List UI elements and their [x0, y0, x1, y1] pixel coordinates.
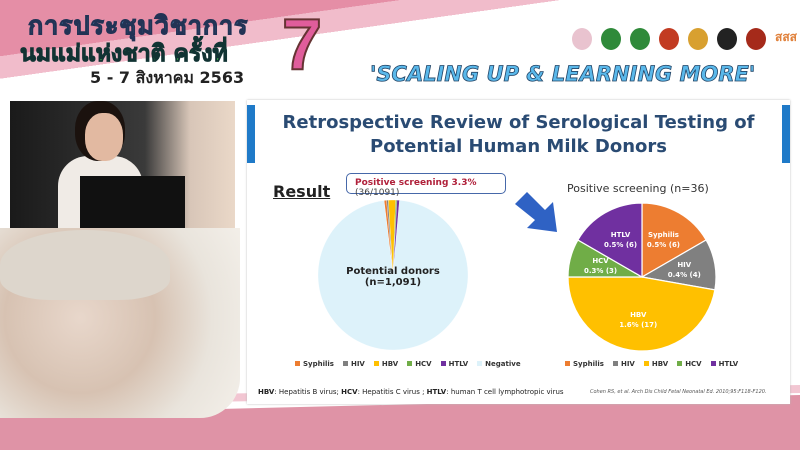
slice-label: HTLV 0.5% (6)	[603, 230, 638, 249]
right-pie-title: Positive screening (n=36)	[567, 182, 709, 195]
logo-7	[746, 28, 766, 50]
logo-4	[659, 28, 679, 50]
logo-sss: สสส	[775, 30, 797, 44]
left-pie-label-1: Potential donors	[346, 266, 440, 277]
slice-label: HBV 1.6% (17)	[619, 310, 658, 329]
slogan: 'SCALING UP & LEARNING MORE'	[370, 62, 756, 87]
pie-slice-negative	[317, 200, 469, 351]
conference-number: 7	[281, 4, 323, 86]
legend-item: HBV	[373, 360, 398, 368]
logo-6	[717, 28, 737, 50]
arrow-icon	[515, 192, 557, 232]
footnote-text: : human T cell lymphotropic virus	[446, 388, 564, 396]
slide-title-line1: Retrospective Review of Serological Test…	[282, 112, 755, 133]
legend-item: HIV	[612, 360, 635, 368]
footnote-abbr: HCV	[341, 388, 358, 396]
legend-item: HTLV	[710, 360, 738, 368]
logo-2	[601, 28, 621, 50]
conference-title-line1: การประชุมวิชาการ	[27, 11, 249, 41]
sponsor-logos: สสส	[572, 28, 797, 50]
right-pie-legend: Syphilis HIV HBV HCV HTLV	[565, 360, 738, 368]
slice-label: HIV 0.4% (4)	[667, 260, 701, 279]
legend-item: Negative	[477, 360, 521, 368]
callout-bold: Positive screening 3.3%	[355, 178, 477, 188]
legend-item: Syphilis	[295, 360, 334, 368]
logo-1	[572, 28, 592, 50]
citation: Cohen RS, et al. Arch Dis Child Fetal Ne…	[590, 389, 767, 395]
slice-label: Syphilis 0.5% (6)	[646, 230, 681, 249]
footnote-text: : Hepatitis C virus ;	[357, 388, 427, 396]
result-heading: Result	[273, 182, 331, 201]
legend-item: HCV	[677, 360, 702, 368]
footnote-text: : Hepatitis B virus;	[274, 388, 342, 396]
footnote-abbr: HBV	[258, 388, 275, 396]
legend-item: HIV	[342, 360, 365, 368]
footnote-abbr: HTLV	[426, 388, 447, 396]
speaker-head	[85, 113, 123, 161]
podium	[80, 176, 185, 228]
slide-title-band: Retrospective Review of Serological Test…	[247, 103, 790, 165]
footnote: HBV: Hepatitis B virus; HCV: Hepatitis C…	[258, 388, 564, 396]
left-pie-label-2: (n=1,091)	[364, 277, 422, 288]
presentation-slide: Retrospective Review of Serological Test…	[247, 100, 790, 404]
positive-screening-callout: Positive screening 3.3% (36/1091)	[346, 173, 506, 198]
left-pie-legend: Syphilis HIV HBV HCV HTLV Negative	[295, 360, 521, 368]
pie-slice-syphilis	[641, 202, 707, 279]
pie-slice-htlv	[577, 202, 643, 279]
speaker-video	[10, 101, 235, 228]
legend-item: Syphilis	[565, 360, 604, 368]
pie-charts	[317, 199, 717, 352]
left-pie-label: Potential donors (n=1,091)	[346, 266, 440, 288]
pie-slice-hbv	[567, 276, 716, 352]
legend-item: HBV	[643, 360, 668, 368]
legend-item: HCV	[407, 360, 432, 368]
slide-title: Retrospective Review of Serological Test…	[255, 105, 782, 165]
callout-rest: (36/1091)	[355, 188, 400, 198]
conference-date: 5 - 7 สิงหาคม 2563	[90, 68, 245, 87]
child-hat	[0, 230, 170, 300]
logo-3	[630, 28, 650, 50]
logo-5	[688, 28, 708, 50]
legend-item: HTLV	[440, 360, 468, 368]
slice-label: HCV 0.3% (3)	[583, 256, 618, 275]
conference-title-line2: นมแม่แห่งชาติ ครั้งที่	[20, 41, 229, 68]
slide-title-line2: Potential Human Milk Donors	[370, 136, 667, 157]
